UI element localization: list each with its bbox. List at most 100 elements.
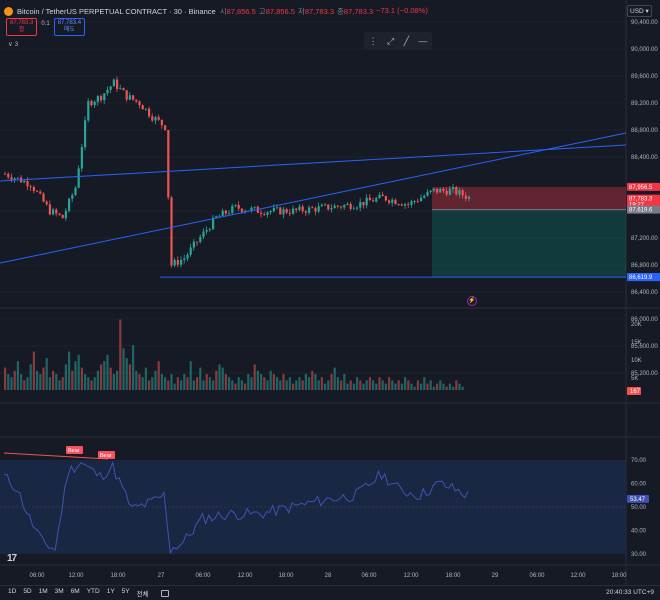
- volume-bar: [68, 351, 71, 390]
- bear-label-bg: [66, 446, 83, 454]
- range-button-1[interactable]: 5D: [23, 588, 32, 595]
- sell-button[interactable]: 87,783.3 팝: [6, 18, 38, 36]
- volume-bar: [154, 370, 157, 390]
- candle-body: [32, 187, 35, 192]
- candle-body: [80, 147, 83, 169]
- indicator-legend-toggle[interactable]: ∨ 3: [8, 41, 19, 48]
- volume-bar: [7, 374, 10, 390]
- range-button-7[interactable]: 5Y: [121, 588, 130, 595]
- volume-tick-label: 10K: [631, 358, 642, 364]
- candle-body: [327, 204, 330, 210]
- volume-bar: [400, 383, 403, 390]
- volume-bar: [292, 383, 295, 390]
- volume-bar: [381, 380, 384, 390]
- candle-body: [160, 119, 163, 126]
- chart-canvas[interactable]: 90,400.00 90,000.00 89,600.00 89,200.00 88,8…: [0, 0, 660, 585]
- volume-bar: [298, 377, 301, 390]
- horizontal-line-tool-icon[interactable]: —: [418, 36, 428, 46]
- candle-body: [272, 207, 275, 212]
- volume-bar: [378, 377, 381, 390]
- price-tag: [627, 182, 660, 191]
- volume-tag: [627, 387, 641, 395]
- candle-body: [23, 180, 26, 183]
- price-tag-countdown: 19:27: [629, 203, 645, 209]
- candle-body: [29, 186, 32, 188]
- buy-button[interactable]: 87,783.4 매도: [53, 18, 86, 36]
- stop-loss-zone[interactable]: [432, 186, 626, 210]
- price-tick-label: 86,800.00: [631, 263, 658, 269]
- range-button-2[interactable]: 1M: [38, 588, 48, 595]
- volume-bar: [119, 319, 122, 390]
- range-button-0[interactable]: 1D: [8, 588, 17, 595]
- candle-body: [192, 241, 195, 248]
- candle-body: [141, 105, 144, 110]
- trendline-tool-icon[interactable]: ⤢: [387, 35, 395, 46]
- volume-bar: [288, 377, 291, 390]
- volume-bar: [346, 383, 349, 390]
- range-button-3[interactable]: 3M: [54, 588, 64, 595]
- candle-body: [55, 209, 58, 214]
- volume-bar: [420, 383, 423, 390]
- time-tick-label: 06:00: [529, 573, 545, 579]
- volume-bar: [461, 386, 464, 390]
- volume-bar: [368, 377, 371, 390]
- volume-bar: [157, 361, 160, 390]
- candle-body: [7, 173, 10, 178]
- time-tick-label: 12:00: [237, 573, 253, 579]
- volume-bar: [61, 377, 64, 390]
- tradingview-logo[interactable]: 17: [7, 553, 17, 564]
- range-button-5[interactable]: YTD: [86, 588, 100, 595]
- rsi-line: [3, 460, 469, 555]
- trendline-lower[interactable]: [0, 132, 627, 264]
- candle-body: [314, 208, 317, 212]
- range-button-4[interactable]: 6M: [70, 588, 80, 595]
- candle-body: [103, 93, 106, 101]
- candle-body: [106, 89, 109, 94]
- currency-select[interactable]: USD ▾: [627, 5, 652, 17]
- volume-bar: [416, 380, 419, 390]
- candle-body: [116, 79, 119, 89]
- take-profit-zone[interactable]: [432, 209, 626, 277]
- volume-bar: [436, 383, 439, 390]
- volume-bar: [212, 380, 215, 390]
- candle-body: [183, 258, 186, 260]
- lightning-alert-icon[interactable]: ⚡: [467, 296, 477, 306]
- trendline-upper[interactable]: [0, 144, 627, 182]
- candle-body: [196, 241, 199, 243]
- drag-handle-icon[interactable]: ⋮: [368, 35, 378, 46]
- candle-body: [276, 207, 279, 209]
- candle-body: [304, 211, 307, 213]
- volume-bar: [125, 358, 128, 390]
- candle-body: [221, 210, 224, 216]
- volume-bar: [48, 377, 51, 390]
- volume-bar: [410, 383, 413, 390]
- candle-body: [122, 88, 125, 91]
- range-button-8[interactable]: 전체: [136, 591, 149, 598]
- candle-body: [368, 197, 371, 201]
- candle-body: [128, 95, 131, 100]
- volume-bar: [23, 380, 26, 390]
- candle-body: [240, 208, 243, 212]
- price-tick-label: 88,800.00: [631, 128, 658, 134]
- range-button-6[interactable]: 1Y: [106, 588, 115, 595]
- price-tag-label: 87,956.5: [629, 185, 653, 191]
- clock-readout[interactable]: 20:40:33 UTC+9: [606, 589, 654, 596]
- candle-body: [228, 213, 231, 214]
- ray-tool-icon[interactable]: ╱: [403, 35, 409, 46]
- volume-bar: [151, 377, 154, 390]
- calendar-icon[interactable]: [160, 589, 169, 597]
- symbol-title[interactable]: Bitcoin / TetherUS PERPETUAL CONTRACT · …: [17, 7, 216, 16]
- price-tick-label: 85,600.00: [631, 344, 658, 350]
- candle-body: [352, 208, 355, 210]
- candle-body: [138, 101, 141, 106]
- price-tick-label: 90,000.00: [631, 47, 658, 53]
- volume-bar: [413, 386, 416, 390]
- volume-bar: [183, 374, 186, 390]
- volume-bar: [218, 364, 221, 390]
- volume-bar: [429, 380, 432, 390]
- volume-bar: [16, 361, 19, 390]
- candle-body: [468, 196, 471, 199]
- candle-body: [397, 204, 400, 206]
- volume-bar: [317, 380, 320, 390]
